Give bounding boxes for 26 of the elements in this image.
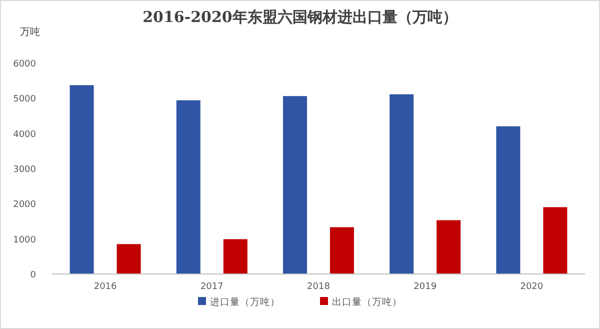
y-tick-label: 3000	[13, 165, 36, 175]
bar	[223, 239, 248, 274]
y-axis-title: 万吨	[20, 26, 40, 38]
bar	[283, 96, 307, 274]
y-tick-label: 0	[30, 270, 36, 280]
y-tick-label: 5000	[13, 94, 36, 105]
y-tick-label: 4000	[13, 130, 36, 140]
chart-title: 2016-2020年东盟六国钢材进出口量（万吨）	[142, 8, 458, 26]
bar	[496, 126, 520, 274]
bar	[70, 85, 94, 274]
bar	[436, 220, 461, 274]
bar	[390, 94, 414, 274]
legend-label: 进口量（万吨）	[210, 296, 280, 308]
bar	[176, 100, 200, 274]
x-tick-label: 2019	[414, 282, 437, 292]
y-tick-label: 6000	[13, 60, 36, 70]
x-tick-label: 2020	[520, 282, 544, 292]
x-tick-label: 2017	[200, 282, 224, 292]
bar	[116, 244, 141, 274]
y-tick-label: 2000	[13, 200, 36, 210]
y-tick-label: 1000	[13, 235, 36, 246]
x-tick-label: 2018	[307, 282, 330, 292]
bar	[330, 227, 354, 274]
bar	[543, 207, 568, 274]
x-tick-label: 2016	[94, 282, 118, 292]
legend-label: 出口量（万吨）	[332, 296, 402, 308]
